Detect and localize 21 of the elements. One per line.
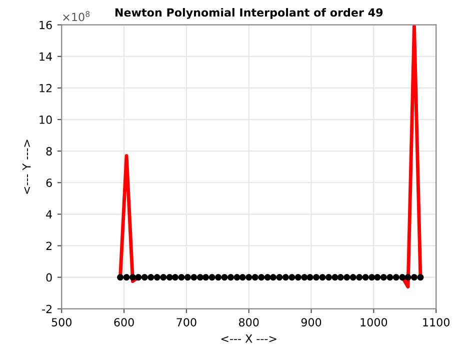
chart-title: Newton Polynomial Interpolant of order 49: [115, 8, 383, 19]
y-tick-label: 16: [40, 20, 52, 30]
x-tick-label: 1000: [360, 318, 388, 326]
x-tick-label: 900: [301, 318, 322, 326]
y-tick-label: 4: [46, 210, 52, 218]
x-tick-label: 1100: [423, 318, 450, 326]
y-tick-label: 0: [46, 273, 52, 282]
y-tick-label: 12: [40, 84, 52, 92]
y-tick-label: 2: [46, 242, 52, 250]
y-tick-label: 8: [46, 147, 52, 156]
x-tick-label: 500: [52, 318, 72, 326]
y-tick-label: 14: [40, 52, 52, 61]
x-tick-label: 700: [176, 318, 196, 326]
y-tick-label: 6: [46, 178, 52, 188]
y-tick-label: 10: [40, 115, 52, 124]
x-tick-label: 800: [239, 318, 259, 326]
y-tick-label: -2: [42, 304, 52, 314]
y-axis-title: <--- Y --->: [22, 140, 31, 194]
x-tick-label: 600: [114, 318, 134, 326]
text: ×10$^{8}$: [63, 11, 90, 22]
x-axis-title: <--- X --->: [221, 334, 276, 343]
